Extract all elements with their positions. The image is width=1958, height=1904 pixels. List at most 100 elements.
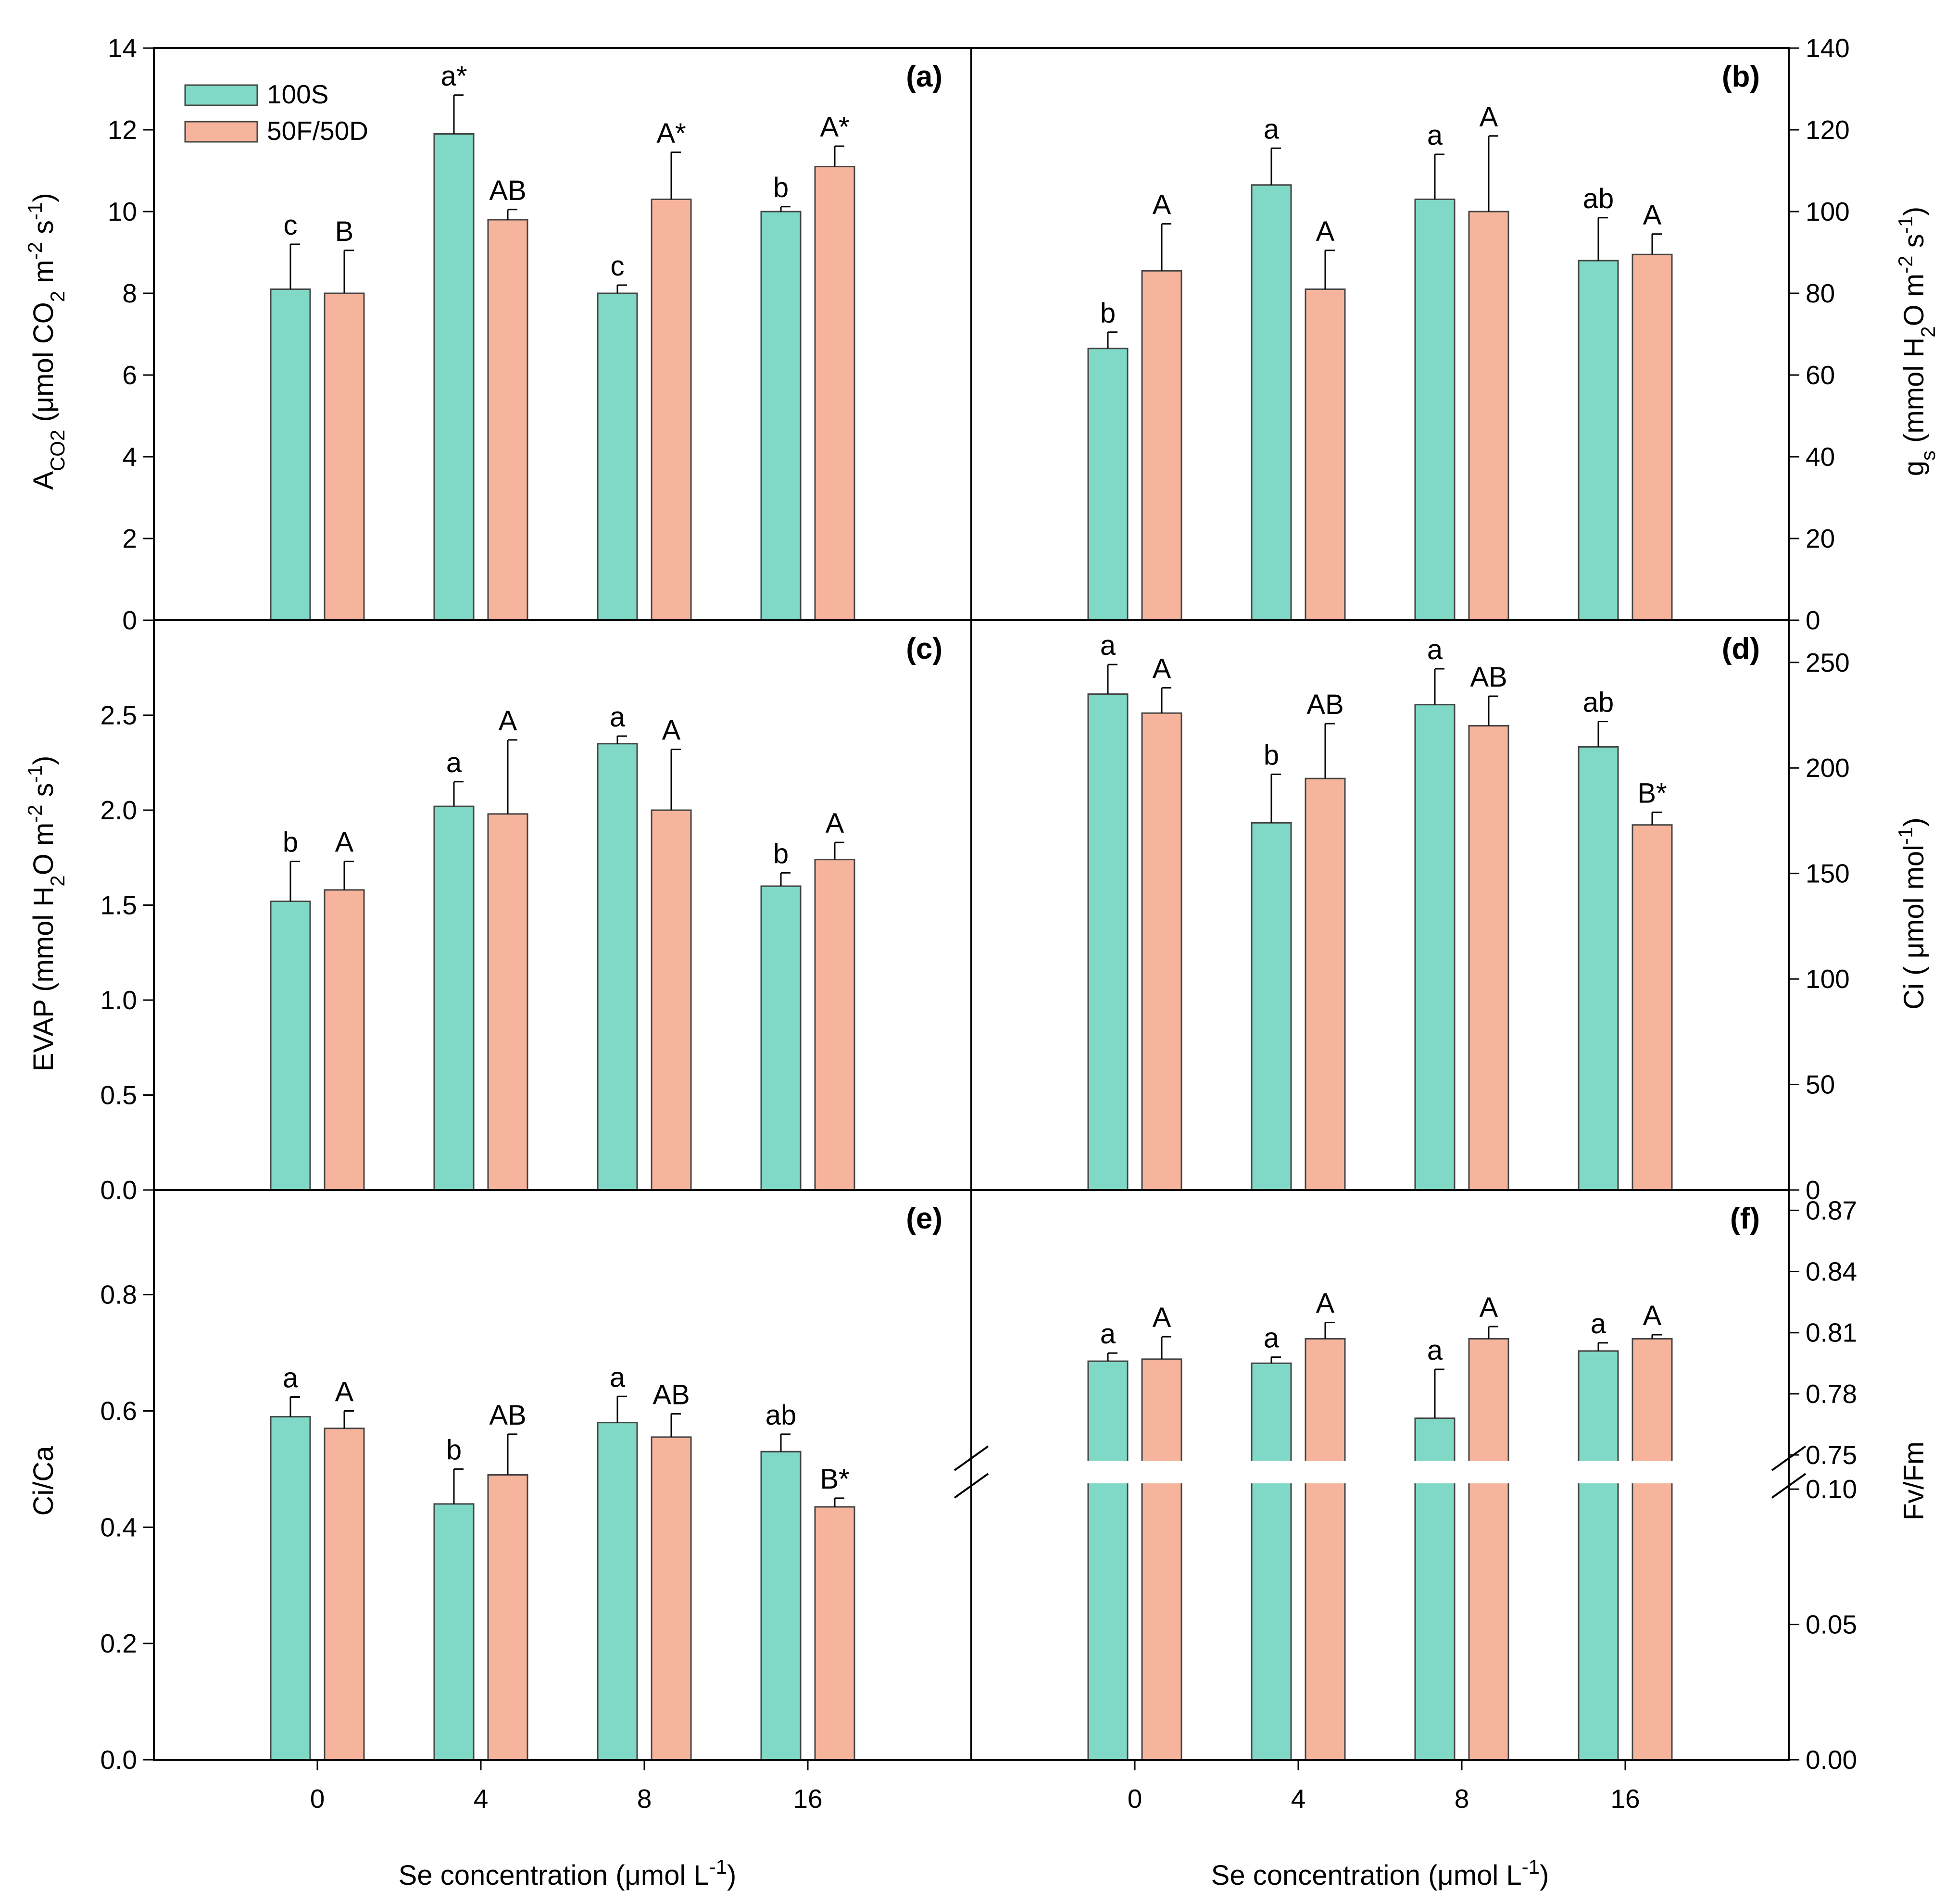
- sig-letter-f: A: [1480, 1292, 1498, 1323]
- bar-c-100S-16: [760, 885, 802, 1191]
- y-tick-label-a: 4: [122, 442, 137, 472]
- y-tick-label-a: 10: [108, 197, 137, 226]
- bar-b-100S-0: [1087, 348, 1129, 621]
- bar-a-100S-4: [433, 133, 475, 621]
- bar-f-50F50D-16: [1632, 1338, 1673, 1761]
- bar-e-100S-0: [270, 1416, 311, 1761]
- bar-e-100S-8: [597, 1422, 638, 1761]
- y-tick-label-c: 1.5: [100, 890, 137, 920]
- bar-f-100S-16: [1578, 1350, 1619, 1761]
- bar-c-50F50D-4: [487, 813, 528, 1191]
- y-tick-label-d: 250: [1806, 648, 1850, 677]
- y-tick-label-c: 0.0: [100, 1175, 137, 1205]
- bar-a-100S-0: [270, 288, 311, 621]
- panel-label-b: (b): [1722, 60, 1760, 93]
- legend-label-50F50D: 50F/50D: [267, 116, 368, 146]
- panel-e: 0.0 0.2 0.4 0.6 0.8 (e) a A 0 b AB 4 a AB 8 ab B* 16: [100, 1190, 942, 1814]
- panel-d: 0 50 100 150 200 250 (d) a Ab AB a AB ab B*: [1087, 620, 1850, 1205]
- sig-letter-c: A: [662, 715, 681, 746]
- legend-swatch-100S: [184, 84, 258, 106]
- bar-e-50F50D-4: [487, 1474, 528, 1761]
- sig-letter-f: A: [1316, 1288, 1335, 1319]
- bar-f-100S-4: [1251, 1362, 1292, 1761]
- panel-label-d: (d): [1722, 632, 1760, 665]
- sig-letter-f: a: [1100, 1318, 1116, 1350]
- x-tick-label-f: 4: [1291, 1784, 1306, 1814]
- x-tick-label-e: 16: [793, 1784, 822, 1814]
- ylabel-d: Ci ( μmol mol-1): [1894, 817, 1930, 1009]
- sig-letter-f: a: [1427, 1335, 1443, 1366]
- bar-c-50F50D-8: [651, 809, 692, 1191]
- sig-letter-a: A*: [820, 112, 849, 143]
- y-tick-label-a: 6: [122, 360, 137, 390]
- bar-e-100S-4: [433, 1503, 475, 1761]
- sig-letter-c: A: [499, 705, 517, 737]
- bar-b-100S-8: [1414, 199, 1456, 621]
- y-tick-label-f: 0.05: [1806, 1610, 1857, 1640]
- bar-c-50F50D-16: [814, 859, 855, 1191]
- bar-c-100S-0: [270, 901, 311, 1191]
- sig-letter-e: A: [335, 1376, 354, 1407]
- y-tick-label-d: 0: [1806, 1175, 1820, 1205]
- sig-letter-e: AB: [653, 1379, 690, 1411]
- y-tick-label-b: 80: [1806, 278, 1835, 308]
- y-tick-label-d: 100: [1806, 964, 1850, 994]
- y-tick-label-d: 150: [1806, 859, 1850, 889]
- sig-letter-a: b: [773, 172, 789, 203]
- bar-c-50F50D-0: [324, 889, 365, 1191]
- y-tick-label-a: 8: [122, 278, 137, 308]
- y-tick-label-b: 120: [1806, 115, 1850, 145]
- bar-d-50F50D-4: [1305, 777, 1346, 1191]
- sig-letter-d: AB: [1306, 689, 1343, 720]
- sig-letter-e: AB: [489, 1400, 526, 1431]
- bar-f-50F50D-0: [1141, 1358, 1182, 1761]
- panel-label-e: (e): [906, 1202, 942, 1235]
- sig-letter-b: A: [1480, 101, 1498, 133]
- sig-letter-a: a*: [441, 61, 467, 92]
- y-tick-label-b: 60: [1806, 360, 1835, 390]
- sig-letter-a: c: [611, 251, 625, 282]
- ylabel-f: Fv/Fm: [1898, 1441, 1930, 1520]
- x-tick-label-e: 4: [474, 1784, 489, 1814]
- x-tick-label-f: 0: [1128, 1784, 1142, 1814]
- legend-label-100S: 100S: [267, 79, 328, 109]
- sig-letter-d: A: [1153, 653, 1171, 684]
- sig-letter-d: b: [1264, 739, 1279, 771]
- bar-a-100S-16: [760, 211, 802, 621]
- y-tick-label-c: 2.5: [100, 701, 137, 730]
- x-tick-label-e: 8: [637, 1784, 652, 1814]
- sig-letter-f: a: [1264, 1323, 1280, 1354]
- sig-letter-c: a: [610, 701, 626, 733]
- sig-letter-e: a: [283, 1362, 299, 1393]
- y-tick-label-e: 0.0: [100, 1745, 137, 1775]
- panel-f: 0.00 0.05 0.10 0.75 0.78 0.81 0.84 0.87 (f) a A 0 a A…: [954, 1190, 1857, 1814]
- y-tick-label-b: 20: [1806, 524, 1835, 553]
- panel-label-a: (a): [906, 60, 942, 93]
- sig-letter-b: a: [1427, 120, 1443, 151]
- bar-b-100S-4: [1251, 184, 1292, 621]
- x-tick-label-f: 16: [1610, 1784, 1640, 1814]
- y-tick-label-e: 0.2: [100, 1628, 137, 1658]
- bar-f-100S-0: [1087, 1360, 1129, 1761]
- sig-letter-f: a: [1591, 1308, 1607, 1340]
- bar-e-50F50D-16: [814, 1506, 855, 1761]
- y-tick-label-a: 12: [108, 115, 137, 145]
- sig-letter-c: A: [826, 808, 844, 839]
- bar-d-50F50D-16: [1632, 824, 1673, 1191]
- sig-letter-d: AB: [1470, 662, 1507, 693]
- y-tick-label-a: 2: [122, 524, 137, 553]
- bar-b-50F50D-8: [1468, 211, 1509, 621]
- sig-letter-e: a: [610, 1362, 626, 1393]
- panel-label-c: (c): [906, 632, 942, 665]
- y-tick-label-a: 14: [108, 33, 137, 63]
- xlabel-right: Se concentration (μmol L-1): [1211, 1855, 1549, 1891]
- y-tick-label-e: 0.6: [100, 1396, 137, 1426]
- y-tick-label-d: 200: [1806, 753, 1850, 783]
- sig-letter-c: A: [335, 827, 354, 858]
- sig-letter-c: b: [773, 838, 789, 869]
- bar-c-100S-8: [597, 743, 638, 1191]
- bar-b-50F50D-4: [1305, 288, 1346, 621]
- sig-letter-f: A: [1643, 1300, 1662, 1331]
- sig-letter-d: B*: [1637, 777, 1667, 809]
